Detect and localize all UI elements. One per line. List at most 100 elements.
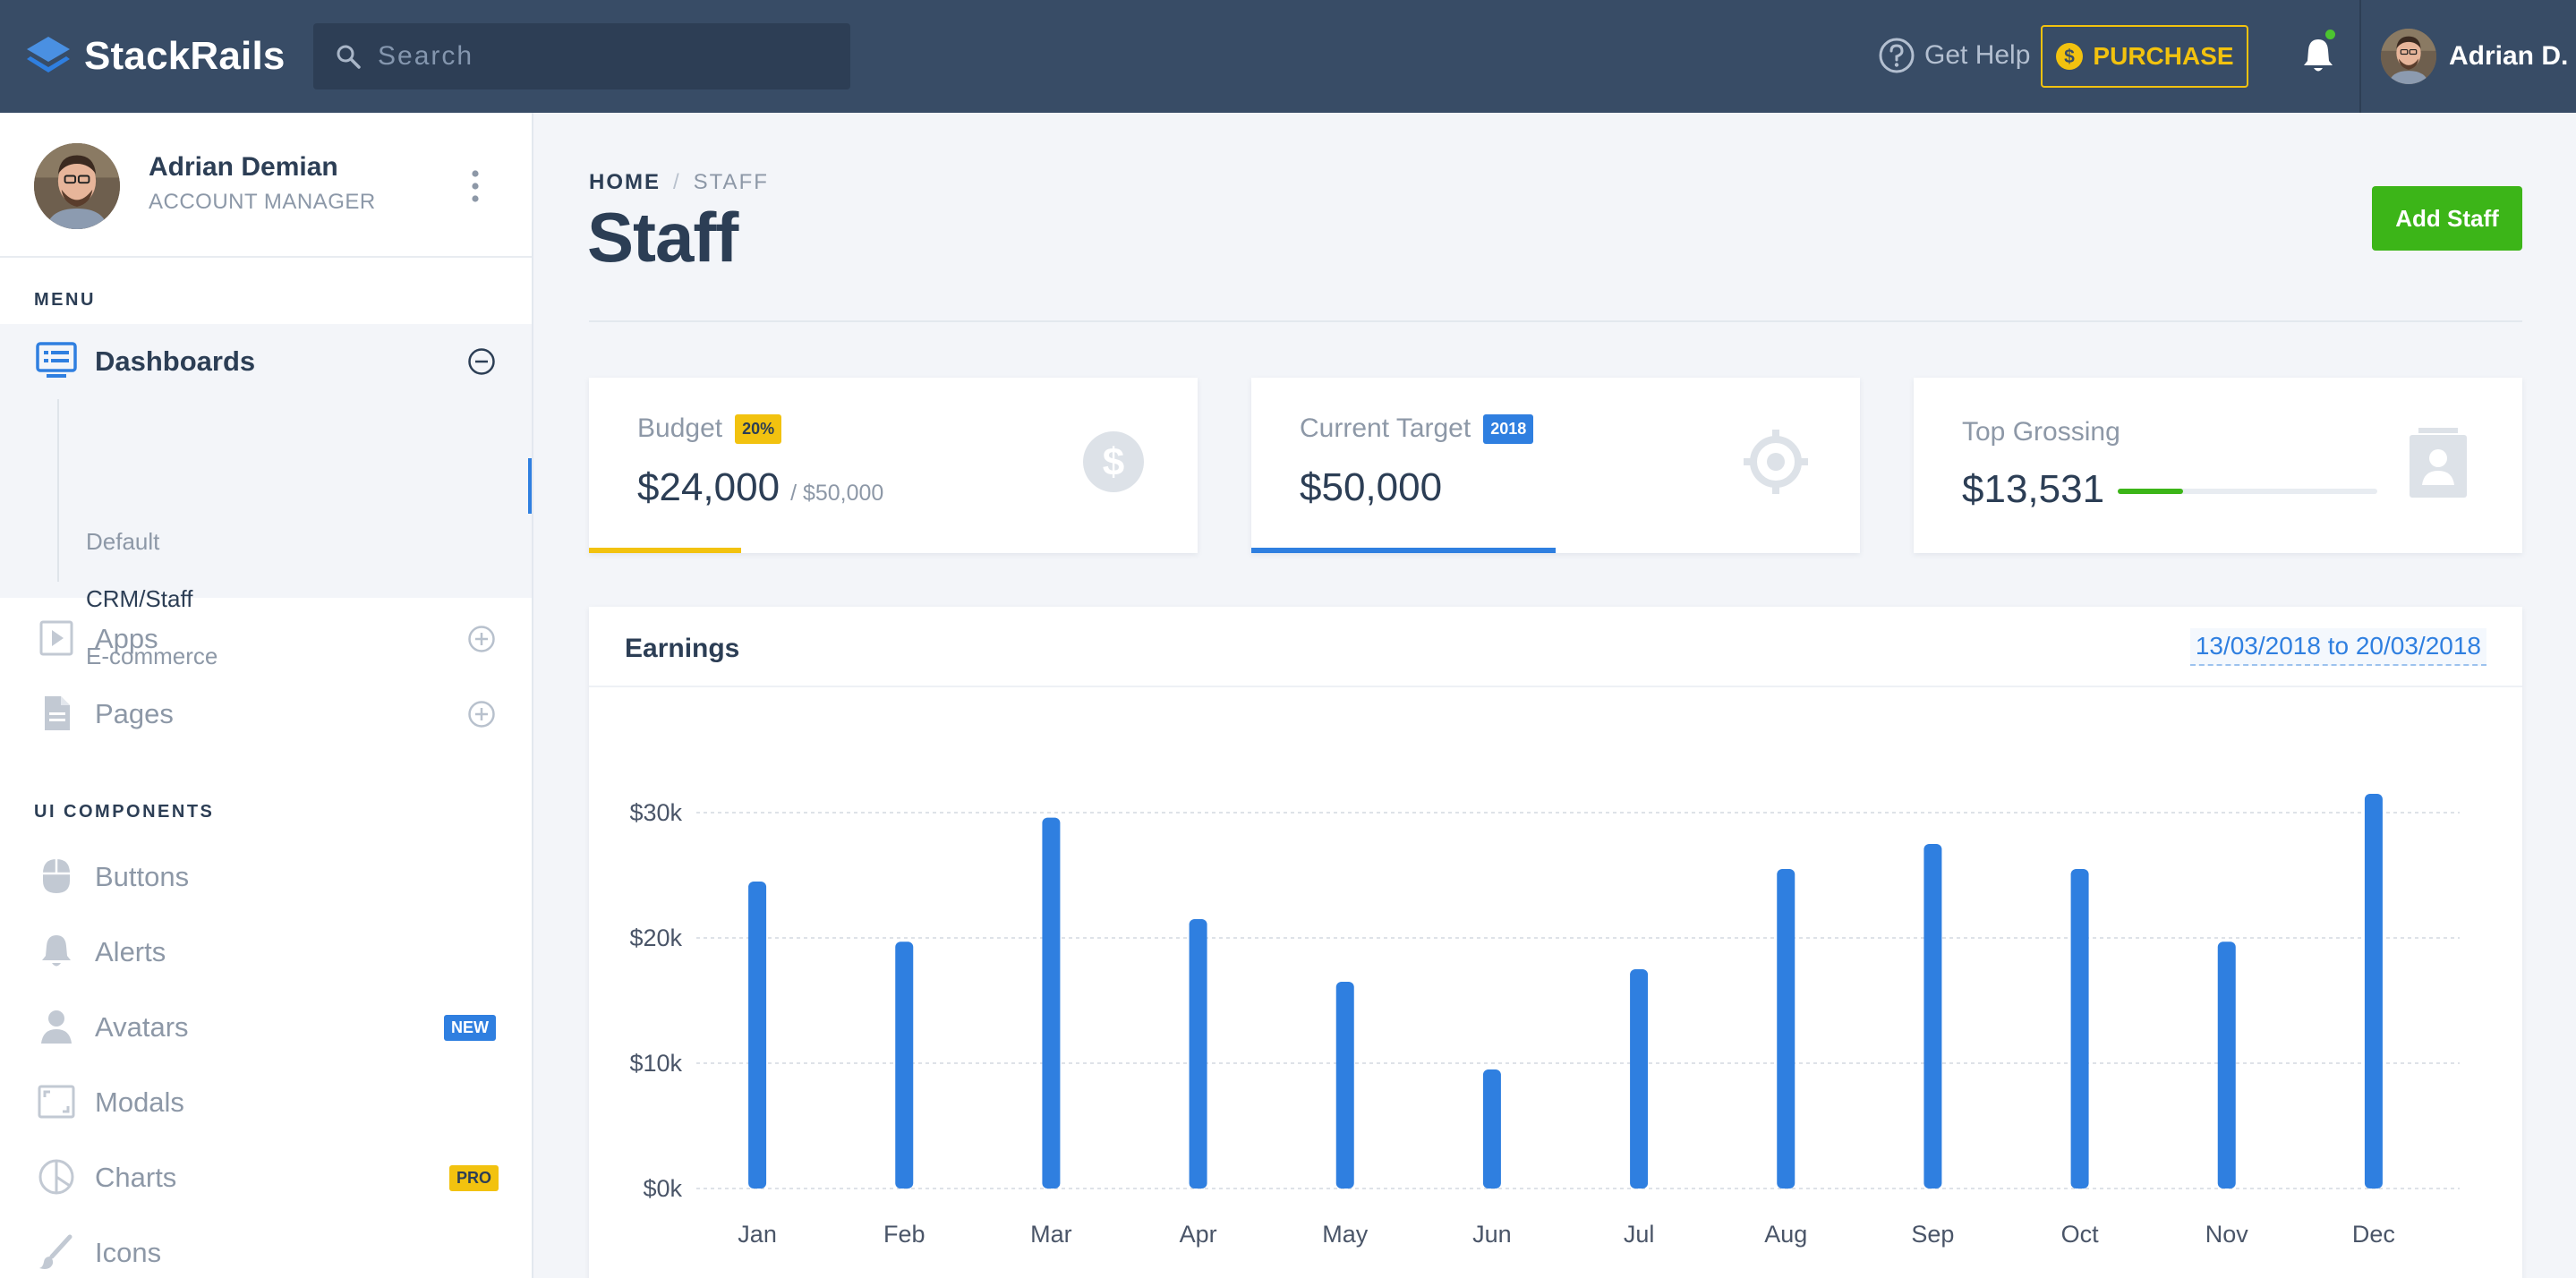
- notifications-bell-icon[interactable]: [2302, 36, 2334, 75]
- sidebar: Adrian Demian ACCOUNT MANAGER MENU Dashb…: [0, 113, 533, 1278]
- brand-name: StackRails: [84, 34, 286, 78]
- budget-value-row: $24,000 / $50,000: [637, 465, 883, 510]
- buttons-label: Buttons: [95, 861, 190, 892]
- page-title: Staff: [587, 198, 738, 277]
- sidebar-item-charts[interactable]: Charts PRO: [0, 1149, 532, 1206]
- search-input[interactable]: [378, 41, 807, 72]
- user-icon: [41, 1010, 72, 1044]
- mouse-icon: [43, 859, 70, 893]
- add-staff-button[interactable]: Add Staff: [2372, 186, 2522, 251]
- budget-card: Budget 20% $24,000 / $50,000 $: [589, 378, 1198, 553]
- grossing-value-row: $13,531: [1962, 467, 2104, 512]
- collapse-minus-icon[interactable]: [467, 347, 496, 376]
- svg-text:$: $: [1103, 440, 1124, 484]
- header-divider: [589, 320, 2522, 322]
- top-grossing-card: Top Grossing $13,531: [1914, 378, 2522, 553]
- budget-label: Budget: [637, 413, 723, 443]
- sidebar-subitem-ecommerce[interactable]: E-commerce: [86, 643, 218, 669]
- sidebar-profile: Adrian Demian ACCOUNT MANAGER: [0, 113, 532, 258]
- target-label: Current Target: [1300, 413, 1471, 443]
- date-range-picker[interactable]: 13/03/2018 to 20/03/2018: [2189, 628, 2486, 666]
- expand-plus-icon[interactable]: [467, 700, 496, 728]
- bar-jan[interactable]: [748, 882, 767, 1189]
- dashboards-group: Dashboards Default CRM/Staff E-commerce: [0, 324, 532, 669]
- stack-logo-icon: [27, 37, 70, 72]
- get-help-link[interactable]: Get Help: [1878, 34, 2030, 77]
- sidebar-subitem-crm-staff[interactable]: CRM/Staff: [86, 585, 193, 612]
- expand-plus-icon[interactable]: [467, 625, 496, 653]
- new-badge: NEW: [444, 1015, 496, 1041]
- ui-components-heading: UI COMPONENTS: [34, 802, 215, 822]
- brand[interactable]: StackRails: [25, 27, 286, 86]
- brush-icon: [39, 1234, 73, 1269]
- grossing-card-label-row: Top Grossing: [1962, 417, 2120, 447]
- sidebar-item-avatars[interactable]: Avatars NEW: [0, 999, 532, 1056]
- get-help-label: Get Help: [1924, 40, 2031, 70]
- earnings-title: Earnings: [625, 634, 740, 663]
- x-tick-label: Apr: [1180, 1221, 1217, 1248]
- icons-label: Icons: [95, 1237, 162, 1268]
- bar-jun[interactable]: [1482, 1069, 1501, 1189]
- charts-label: Charts: [95, 1162, 177, 1193]
- bar-sep[interactable]: [1923, 844, 1942, 1189]
- profile-name: Adrian Demian: [149, 152, 338, 182]
- budget-progress-bar: [589, 548, 741, 553]
- x-tick-label: Nov: [2205, 1221, 2249, 1248]
- x-tick-label: May: [1322, 1221, 1369, 1248]
- sidebar-item-pages[interactable]: Pages: [0, 686, 532, 743]
- x-tick-label: Oct: [2061, 1221, 2100, 1248]
- nav-divider: [2359, 0, 2361, 113]
- sidebar-item-modals[interactable]: Modals: [0, 1074, 532, 1131]
- bar-mar[interactable]: [1042, 817, 1061, 1189]
- bar-dec[interactable]: [2364, 794, 2383, 1189]
- y-tick-label: $20k: [629, 924, 682, 951]
- y-tick-label: $0k: [643, 1175, 682, 1202]
- top-navbar: StackRails Get Help $ PURCHASE: [0, 0, 2576, 113]
- bar-may[interactable]: [1335, 982, 1354, 1189]
- sidebar-subitem-default[interactable]: Default: [86, 528, 160, 555]
- alerts-label: Alerts: [95, 936, 166, 967]
- x-tick-label: Sep: [1911, 1221, 1954, 1248]
- y-tick-label: $30k: [629, 799, 682, 826]
- bar-feb[interactable]: [895, 941, 914, 1189]
- sidebar-item-buttons[interactable]: Buttons: [0, 848, 532, 906]
- grossing-label: Top Grossing: [1962, 417, 2120, 447]
- breadcrumb-separator: /: [673, 170, 681, 194]
- sidebar-item-apps[interactable]: Apps: [0, 610, 532, 668]
- purchase-button[interactable]: $ PURCHASE: [2041, 25, 2248, 88]
- sidebar-item-icons[interactable]: Icons: [0, 1224, 532, 1278]
- sidebar-item-dashboards[interactable]: Dashboards: [0, 324, 532, 399]
- budget-card-label-row: Budget 20%: [637, 413, 782, 444]
- search-icon: [337, 45, 361, 69]
- window-icon: [38, 1085, 75, 1119]
- apps-label: Apps: [95, 623, 158, 654]
- profile-avatar[interactable]: [34, 143, 120, 229]
- bar-aug[interactable]: [1777, 869, 1796, 1189]
- budget-total: / $50,000: [790, 481, 884, 506]
- target-card-label-row: Current Target 2018: [1300, 413, 1534, 444]
- pie-chart-icon: [38, 1159, 74, 1195]
- play-square-icon: [39, 620, 73, 656]
- breadcrumb-home[interactable]: HOME: [589, 170, 661, 194]
- breadcrumb: HOME / STAFF: [589, 170, 769, 195]
- user-menu[interactable]: Adrian D.: [2381, 25, 2568, 88]
- dashboards-label: Dashboards: [95, 345, 256, 377]
- x-tick-label: Mar: [1030, 1221, 1072, 1248]
- avatars-label: Avatars: [95, 1011, 189, 1043]
- grossing-progress-fill: [2118, 489, 2183, 494]
- more-vertical-icon[interactable]: [469, 168, 482, 204]
- budget-value: $24,000: [637, 465, 780, 509]
- bar-nov[interactable]: [2217, 941, 2236, 1189]
- target-value: $50,000: [1300, 465, 1443, 509]
- sidebar-item-alerts[interactable]: Alerts: [0, 924, 532, 981]
- x-tick-label: Aug: [1764, 1221, 1807, 1248]
- bar-oct[interactable]: [2070, 869, 2089, 1189]
- grossing-value: $13,531: [1962, 467, 2105, 511]
- bar-jul[interactable]: [1630, 969, 1649, 1189]
- dollar-coin-icon: $: [2056, 43, 2084, 70]
- bar-apr[interactable]: [1189, 919, 1207, 1189]
- user-avatar: [2381, 29, 2436, 84]
- notification-dot: [2325, 30, 2335, 39]
- svg-text:$: $: [2065, 47, 2076, 67]
- active-indicator: [528, 458, 532, 514]
